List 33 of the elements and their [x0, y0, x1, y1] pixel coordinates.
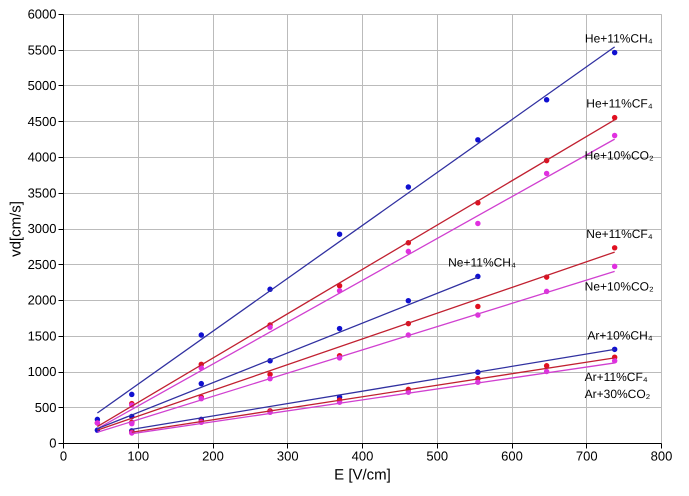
series-label: He+10%CO₂ — [584, 148, 654, 163]
series-label: Ne+11%CH₄ — [448, 255, 516, 270]
series-label: Ar+10%CH₄ — [587, 328, 653, 342]
x-tick-label: 100 — [127, 448, 150, 464]
y-tick-label: 5500 — [28, 42, 56, 58]
y-tick-label: 1000 — [28, 364, 56, 379]
series-label: He+11%CH₄ — [584, 32, 653, 46]
y-tick-label: 6000 — [28, 6, 56, 22]
y-tick-label: 2000 — [28, 292, 56, 308]
y-tick-label: 2500 — [28, 256, 56, 272]
x-tick-label: 500 — [426, 448, 448, 464]
x-axis-title: E [V/cm] — [334, 466, 391, 484]
x-tick-label: 600 — [501, 448, 523, 464]
x-tick-label: 800 — [650, 448, 672, 464]
y-axis-title: vd[cm/s] — [8, 201, 25, 257]
text: Ar+30%CO₂ — [584, 386, 651, 401]
x-tick-label: 400 — [352, 448, 374, 464]
y-tick-label: 3000 — [28, 221, 56, 236]
x-tick-label: 0 — [60, 448, 68, 464]
y-tick-label: 4500 — [28, 114, 56, 129]
x-tick-label: 300 — [276, 448, 299, 464]
series-label: He+11%CF₄ — [586, 96, 653, 111]
series-label: Ne+10%CO₂ — [584, 279, 654, 294]
y-tick-label: 3500 — [28, 185, 56, 200]
series-label: Ne+11%CF₄ — [586, 226, 653, 241]
y-tick-label: 500 — [34, 400, 56, 415]
x-tick-label: 200 — [202, 448, 224, 464]
y-tick-label: 1500 — [28, 328, 56, 344]
y-tick-label: 0 — [49, 436, 56, 450]
series-label: Ar+11%CF₄ — [584, 370, 648, 384]
x-tick-label: 700 — [576, 448, 598, 464]
y-tick-label: 4000 — [28, 150, 56, 164]
y-tick-label: 5000 — [28, 78, 56, 93]
